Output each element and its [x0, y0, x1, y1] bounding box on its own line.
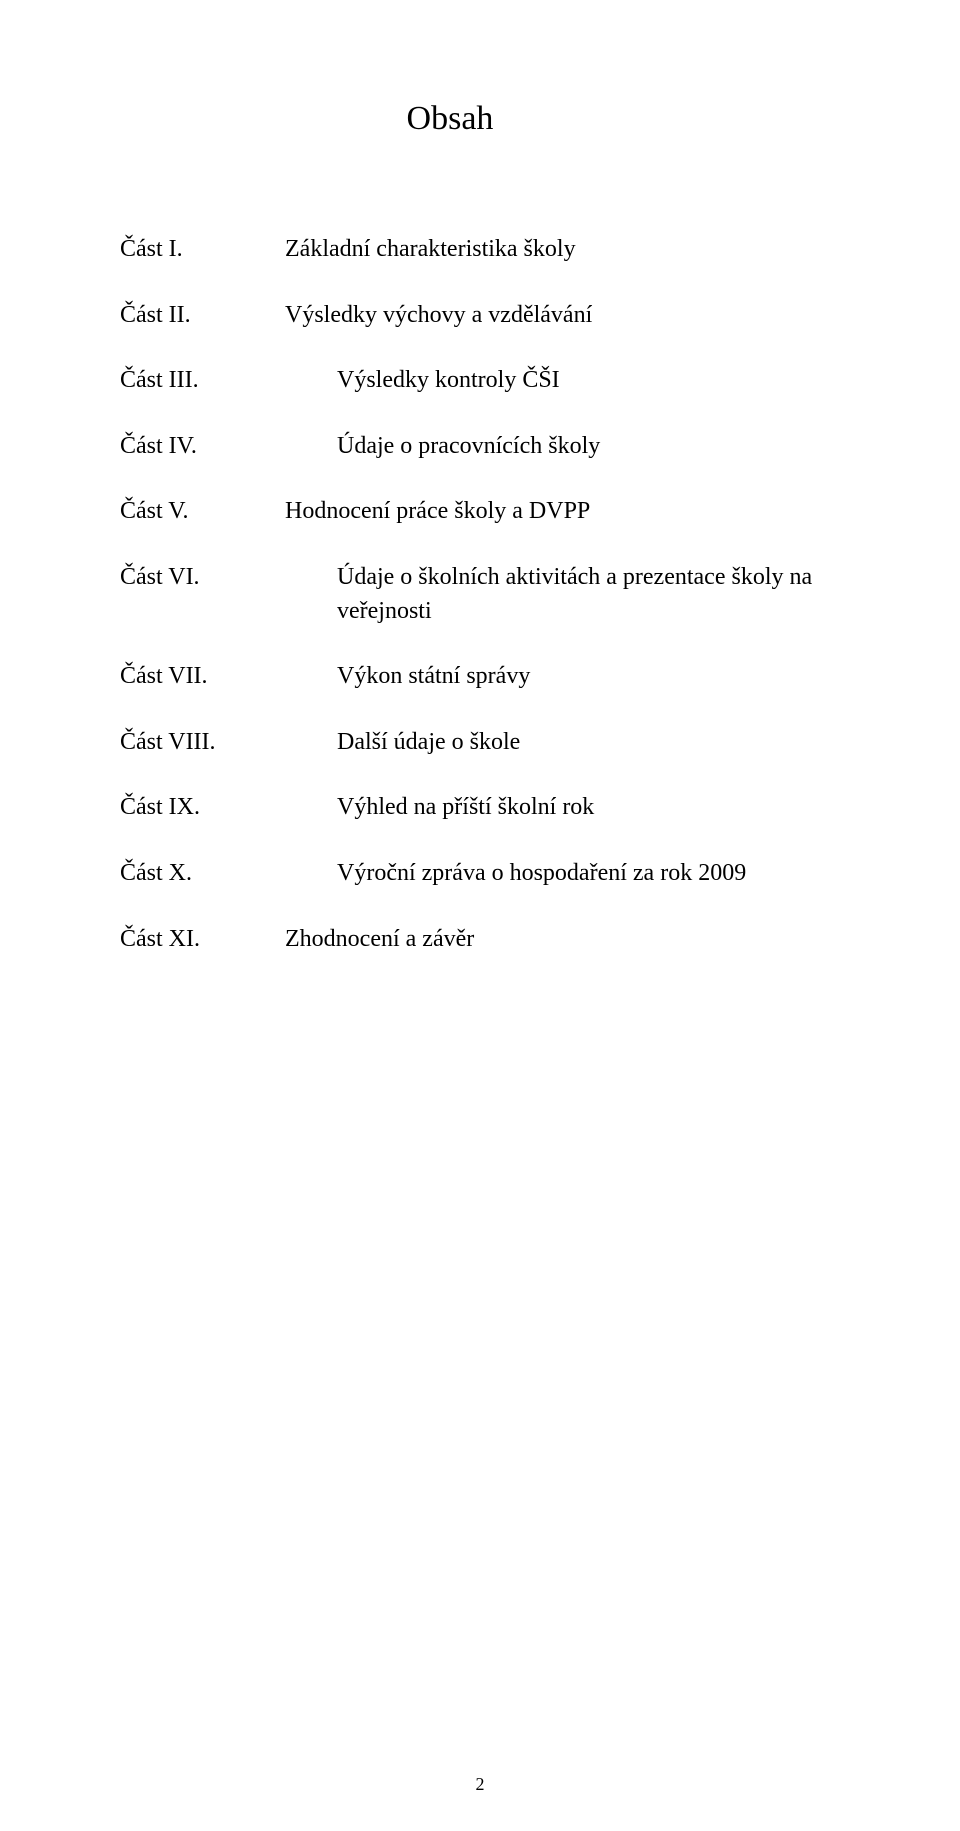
- toc-description: Výhled na příští školní rok: [285, 791, 840, 825]
- page-number: 2: [476, 1774, 485, 1795]
- toc-label: Část III.: [120, 364, 285, 398]
- toc-description: Výsledky výchovy a vzdělávání: [285, 299, 840, 333]
- page-title: Obsah: [60, 100, 840, 138]
- toc-description: Výroční zpráva o hospodaření za rok 2009: [285, 857, 840, 891]
- toc-row: Část VI. Údaje o školních aktivitách a p…: [120, 561, 840, 628]
- toc-row: Část VIII. Další údaje o škole: [120, 726, 840, 760]
- toc-row: Část X. Výroční zpráva o hospodaření za …: [120, 857, 840, 891]
- toc-description: Výsledky kontroly ČŠI: [285, 364, 840, 398]
- toc-row: Část IV. Údaje o pracovnících školy: [120, 430, 840, 464]
- toc-label: Část XI.: [120, 923, 285, 957]
- toc-label: Část VIII.: [120, 726, 285, 760]
- toc-label: Část X.: [120, 857, 285, 891]
- toc-description: Údaje o školních aktivitách a prezentace…: [285, 561, 840, 628]
- toc-label: Část V.: [120, 495, 285, 529]
- toc-row: Část IX. Výhled na příští školní rok: [120, 791, 840, 825]
- toc-description: Zhodnocení a závěr: [285, 923, 840, 957]
- toc-description: Další údaje o škole: [285, 726, 840, 760]
- toc-row: Část II. Výsledky výchovy a vzdělávání: [120, 299, 840, 333]
- toc-description: Hodnocení práce školy a DVPP: [285, 495, 840, 529]
- toc-label: Část VII.: [120, 660, 285, 694]
- toc-description: Základní charakteristika školy: [285, 233, 840, 267]
- toc-row: Část III. Výsledky kontroly ČŠI: [120, 364, 840, 398]
- toc-label: Část VI.: [120, 561, 285, 595]
- toc-row: Část I. Základní charakteristika školy: [120, 233, 840, 267]
- table-of-contents: Část I. Základní charakteristika školy Č…: [120, 233, 840, 956]
- toc-label: Část IX.: [120, 791, 285, 825]
- toc-description: Výkon státní správy: [285, 660, 840, 694]
- toc-description: Údaje o pracovnících školy: [285, 430, 840, 464]
- toc-label: Část I.: [120, 233, 285, 267]
- toc-row: Část VII. Výkon státní správy: [120, 660, 840, 694]
- toc-label: Část IV.: [120, 430, 285, 464]
- toc-row: Část V. Hodnocení práce školy a DVPP: [120, 495, 840, 529]
- toc-row: Část XI. Zhodnocení a závěr: [120, 923, 840, 957]
- toc-label: Část II.: [120, 299, 285, 333]
